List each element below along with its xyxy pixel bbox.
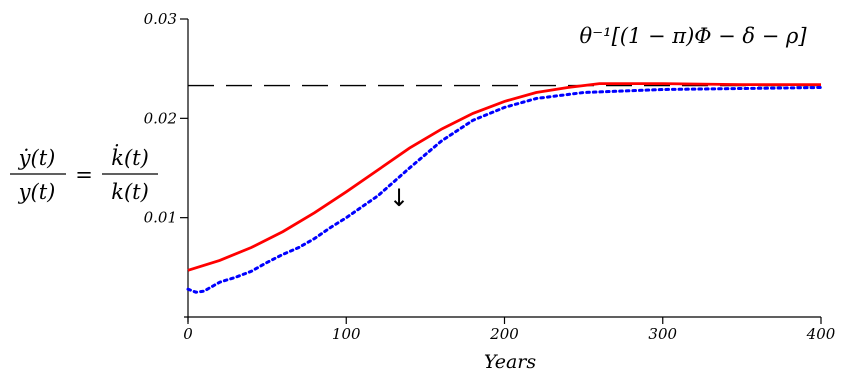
ylabel-lhs-denominator: y(t) — [18, 180, 56, 204]
x-axis: 0 100 200 300 400 — [183, 316, 836, 343]
y-tick-label: 0.03 — [144, 10, 177, 28]
ylabel-rhs-denominator: k(t) — [111, 180, 149, 204]
x-tick-label: 200 — [489, 325, 519, 343]
y-axis-label: ẏ(t) y(t) = k̇(t) k(t) — [10, 144, 158, 204]
series-group — [186, 82, 823, 294]
ylabel-rhs-numerator: k̇(t) — [111, 144, 149, 170]
x-axis-title: Years — [484, 351, 537, 373]
x-tick-label: 0 — [183, 325, 193, 343]
y-tick-label: 0.02 — [144, 109, 177, 127]
x-tick-label: 100 — [332, 325, 361, 343]
asymptote-formula-annotation: θ⁻¹[(1 − π)Φ − δ − ρ] — [579, 24, 807, 48]
downward-arrow-annotation: ↓ — [389, 184, 409, 212]
solid-series-line — [187, 82, 821, 272]
dotted-series-line — [186, 86, 823, 294]
ylabel-lhs-numerator: ẏ(t) — [18, 146, 56, 170]
x-tick-label: 400 — [806, 325, 836, 343]
y-axis: 0.01 0.02 0.03 — [144, 10, 189, 322]
x-tick-label: 300 — [648, 325, 677, 343]
y-tick-label: 0.01 — [144, 209, 177, 227]
ylabel-equals: = — [75, 163, 93, 187]
